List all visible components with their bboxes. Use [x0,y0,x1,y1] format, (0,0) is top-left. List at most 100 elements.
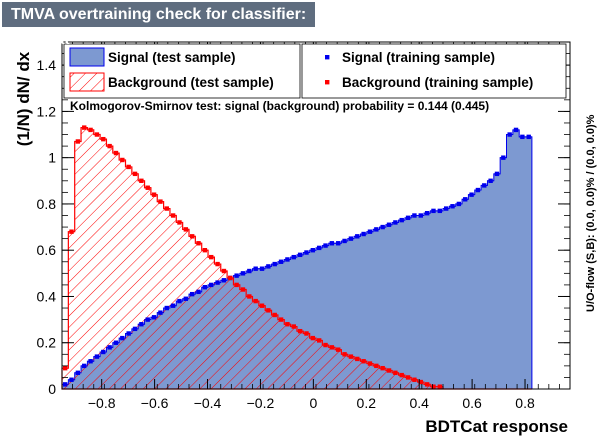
background-train-point [418,379,423,385]
signal-train-point [126,331,131,336]
signal-train-point [259,266,265,271]
background-train-point [209,254,214,260]
y-tick-label: 1 [48,150,56,166]
signal-train-point [107,345,112,350]
signal-train-point [405,215,411,221]
signal-train-point [355,234,360,239]
legend-label-signal-test: Signal (test sample) [108,50,236,65]
signal-train-point [170,303,176,308]
background-train-point [412,377,417,382]
signal-train-point [158,310,163,315]
signal-train-point [475,187,481,193]
background-train-point [145,185,150,190]
signal-train-point [507,132,512,137]
legend-marker-background-train [325,80,330,85]
background-train-point [291,324,296,329]
signal-train-point [456,201,462,207]
background-train-point [259,303,265,308]
signal-train-point [412,213,417,218]
background-train-point [101,136,106,142]
signal-train-point [488,178,493,183]
background-train-point [393,370,398,376]
signal-train-point [145,317,150,322]
background-train-point [132,171,138,177]
y-tick-label: 1.2 [37,103,57,119]
signal-train-point [469,192,474,197]
signal-train-point [88,359,93,364]
overflow-note: U/O-flow (S,B): (0.0, 0.0)% / (0.0, 0.0)… [585,114,597,312]
x-tick-label: 0.4 [409,395,429,411]
signal-train-point [132,326,138,332]
legend-label-background-train: Background (training sample) [342,75,534,90]
signal-train-point [386,222,392,227]
background-train-point [424,382,430,387]
background-train-point [139,178,144,183]
legend-group [63,43,567,99]
training-points-group [62,125,532,389]
legend-swatch-background-test [69,72,105,92]
signal-train-point [526,134,531,140]
background-train-point [342,352,347,357]
signal-train-point [316,245,322,251]
signal-train-point [342,238,347,244]
signal-train-point [437,208,443,214]
background-train-point [228,275,233,281]
background-train-point [158,199,163,204]
signal-train-point [323,243,328,248]
signal-train-point [304,250,309,255]
background-train-point [75,139,81,144]
signal-train-point [374,227,379,232]
signal-train-point [336,241,341,246]
background-train-point [285,322,290,327]
x-tick-label: 0.8 [515,395,535,411]
background-train-point [120,157,125,163]
background-train-point [316,338,322,343]
signal-train-point [62,382,68,387]
background-train-point [399,372,404,378]
background-train-point [374,363,379,369]
legend-label-background-test: Background (test sample) [108,75,274,90]
background-train-point [202,248,208,253]
background-train-point [221,268,227,274]
signal-train-point [272,261,277,267]
x-tick-label: 0.6 [462,395,482,411]
signal-train-point [348,236,354,241]
signal-train-point [101,349,106,355]
background-train-point [380,365,385,371]
signal-train-point [240,271,246,276]
signal-train-point [209,282,214,288]
signal-train-point [278,259,284,264]
legend-marker-signal-train [325,55,330,60]
background-train-point [405,375,411,380]
signal-train-point [418,213,423,218]
background-train-point [170,213,176,218]
signal-train-point [367,229,373,234]
background-train-point [69,229,74,234]
signal-train-point [215,280,220,285]
signal-train-point [247,268,252,274]
legend-label-signal-train: Signal (training sample) [342,50,496,65]
background-train-point [196,241,201,246]
signal-train-point [380,224,385,230]
legend-swatch-signal-test [69,47,105,67]
background-train-point [437,384,443,389]
background-train-point [113,150,119,156]
background-train-point [177,220,182,225]
background-train-point [151,192,157,197]
signal-train-point [501,155,506,160]
background-train-point [126,164,131,170]
signal-train-point [196,289,201,295]
ks-test-text: Kolmogorov-Smirnov test: signal (backgro… [70,99,490,113]
signal-train-point [75,370,81,376]
background-train-point [304,331,309,336]
signal-train-point [221,278,227,283]
signal-train-point [202,285,208,290]
background-train-point [189,234,195,239]
signal-train-point [253,266,258,271]
x-tick-label: −0.6 [141,395,169,411]
signal-train-point [177,298,182,304]
signal-train-point [443,206,449,211]
signal-train-point [513,127,519,133]
